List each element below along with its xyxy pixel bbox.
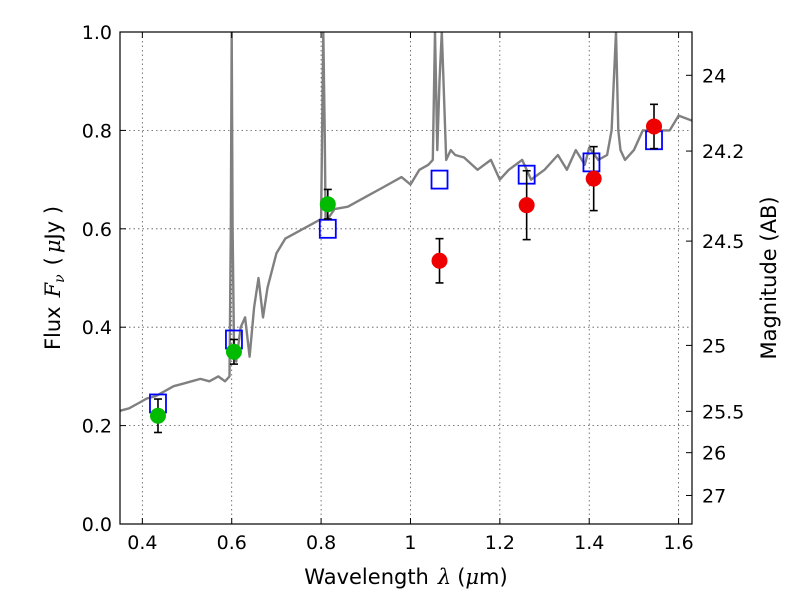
x-tick-label: 1 [404,532,416,554]
y-tick-label: 1.0 [82,22,112,44]
y-tick-label: 0.0 [82,514,112,536]
x-axis-label: Wavelength λ (μm) [304,565,507,589]
y-tick-label: 0.2 [82,416,112,438]
x-tick-label: 0.8 [306,532,336,554]
x-tick-label: 1.4 [574,532,604,554]
y-axis-label: FluxFν(μJy ) [41,206,68,350]
x-tick-label: 0.6 [217,532,247,554]
spectrum-layer [120,32,692,412]
model-flux-square [318,218,337,239]
model-flux-square [430,169,449,190]
x-tick-label: 0.4 [127,532,157,554]
spectrum-line [120,32,692,412]
y-tick-label: 0.6 [82,219,112,241]
y-tick-label: 0.4 [82,317,112,339]
y2-tick-label: 25 [702,335,726,357]
photometry-point [585,170,602,187]
x-tick-label: 1.6 [663,532,693,554]
y-tick-label: 0.8 [82,120,112,142]
photometry-point [431,252,448,269]
y2-tick-label: 24.2 [702,141,744,163]
y2-axis-label: Magnitude (AB) [757,196,781,359]
photometry-point [319,196,336,213]
plot-frame [119,31,693,525]
photometry-point [149,407,166,424]
y2-tick-label: 26 [702,443,726,465]
y2-tick-label: 25.5 [702,401,744,423]
y2-tick-label: 24 [702,65,726,87]
photometry-point [646,118,663,135]
markers-layer [149,103,663,434]
photometry-point [518,197,535,214]
y2-tick-label: 27 [702,485,726,507]
ticks-layer: 0.4 0.6 0.8 1 1.2 1.4 1.6 0.0 0.2 0.4 0.6 0.8 1.0 24 2… [82,22,745,554]
photometry-point [225,343,242,360]
y2-tick-label: 24.5 [702,231,744,253]
x-tick-label: 1.2 [485,532,515,554]
